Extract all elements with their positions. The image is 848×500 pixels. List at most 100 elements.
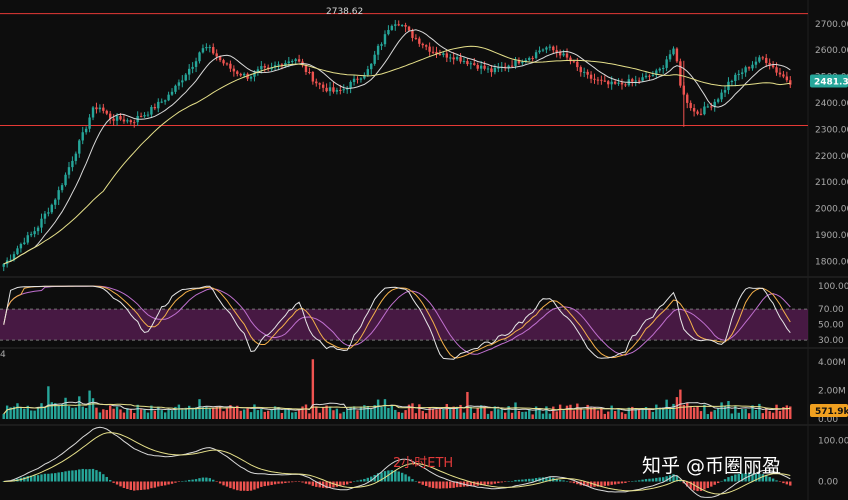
candle-body xyxy=(692,108,696,112)
volume-bar xyxy=(390,405,394,419)
macd-bar xyxy=(29,475,33,482)
candle-body xyxy=(768,62,771,66)
volume-bar xyxy=(462,412,466,419)
candle-body xyxy=(387,29,390,35)
volume-bar xyxy=(610,405,613,419)
macd-bar xyxy=(596,481,600,487)
candle-body xyxy=(184,74,187,81)
candle-body xyxy=(187,68,191,75)
candle-body xyxy=(541,49,545,51)
candle-body xyxy=(108,113,112,119)
volume-bar xyxy=(29,410,33,419)
volume-bar xyxy=(174,406,177,419)
volume-bar xyxy=(81,406,84,419)
volume-bar xyxy=(562,410,565,419)
volume-y-axis: 4.00M 2.00M 0.00 xyxy=(818,358,846,425)
macd-bar xyxy=(727,477,730,482)
volume-last-tag-bg xyxy=(810,404,848,417)
macd-bar xyxy=(102,474,105,482)
volume-bar xyxy=(205,406,208,419)
ma-fast-line xyxy=(3,29,791,265)
candle-body xyxy=(469,63,473,65)
volume-bar xyxy=(74,407,78,419)
volume-bar xyxy=(672,403,675,419)
macd-bar xyxy=(246,481,249,492)
volume-bar xyxy=(737,412,740,419)
rsi-tick-label: 70.00 xyxy=(818,305,844,315)
candle-body xyxy=(54,199,57,205)
candle-body xyxy=(191,66,194,69)
volume-bar xyxy=(665,399,668,419)
candle-body xyxy=(517,59,521,64)
macd-bar xyxy=(411,479,414,482)
macd-bar xyxy=(782,481,785,484)
volume-bar xyxy=(545,406,548,419)
volume-bar xyxy=(565,405,569,419)
macd-bar xyxy=(703,481,706,490)
candle-body xyxy=(16,248,19,255)
volume-bar xyxy=(119,409,122,419)
volume-bar xyxy=(493,406,497,419)
macd-bar xyxy=(184,480,187,482)
volume-bar xyxy=(486,413,490,419)
candle-body xyxy=(689,102,692,109)
candle-body xyxy=(696,111,699,114)
macd-bar xyxy=(641,479,644,482)
volume-bar xyxy=(60,403,64,419)
candle-body xyxy=(198,52,201,62)
candle-body xyxy=(789,80,792,85)
macd-bar xyxy=(380,472,383,482)
candle-body xyxy=(373,54,376,64)
volume-bar xyxy=(225,408,229,419)
volume-bar xyxy=(400,412,404,419)
macd-bar xyxy=(778,481,782,482)
rsi-tick-label: 30.00 xyxy=(818,336,844,346)
volume-bar xyxy=(418,404,421,419)
candle-body xyxy=(538,50,541,53)
macd-bar xyxy=(607,481,610,486)
macd-bar xyxy=(775,480,778,482)
volume-bar xyxy=(236,405,239,419)
macd-bar xyxy=(414,481,418,482)
candle-body xyxy=(253,72,256,77)
macd-bar xyxy=(751,473,754,482)
candle-body xyxy=(435,51,438,54)
volume-bar xyxy=(139,409,143,419)
volume-bar xyxy=(387,407,390,419)
volume-bar xyxy=(277,407,280,419)
volume-bar xyxy=(43,406,47,419)
macd-bar xyxy=(503,481,507,482)
macd-bar xyxy=(359,479,363,482)
macd-bar xyxy=(418,481,421,484)
volume-bar xyxy=(765,407,768,419)
macd-bar xyxy=(74,470,78,482)
macd-bar xyxy=(565,481,569,482)
candle-body xyxy=(212,47,215,54)
macd-bar xyxy=(91,468,95,482)
macd-bar xyxy=(387,470,390,482)
macd-bar xyxy=(212,479,215,482)
candle-body xyxy=(339,89,342,91)
volume-bar xyxy=(342,411,345,419)
candle-body xyxy=(631,79,634,82)
macd-bar xyxy=(205,477,208,482)
candle-body xyxy=(170,91,174,95)
chart-caption: 2小时ETH xyxy=(393,456,453,471)
macd-bar xyxy=(112,481,115,483)
macd-bar xyxy=(661,477,665,482)
macd-bar xyxy=(273,481,277,485)
macd-bar xyxy=(301,481,304,483)
candle-body xyxy=(723,90,727,93)
volume-bar xyxy=(349,407,352,419)
macd-bar xyxy=(734,474,737,482)
rsi-tick-label: 100.00 xyxy=(818,282,848,292)
volume-bar xyxy=(438,407,442,419)
macd-bar xyxy=(277,481,280,484)
macd-bar xyxy=(442,481,445,489)
volume-bar xyxy=(64,397,67,419)
candle-body xyxy=(675,48,679,62)
macd-bar xyxy=(40,474,43,482)
candle-body xyxy=(64,174,67,186)
macd-bar xyxy=(421,481,424,485)
rsi-y-axis: 100.00 70.00 50.00 30.00 xyxy=(818,282,848,346)
